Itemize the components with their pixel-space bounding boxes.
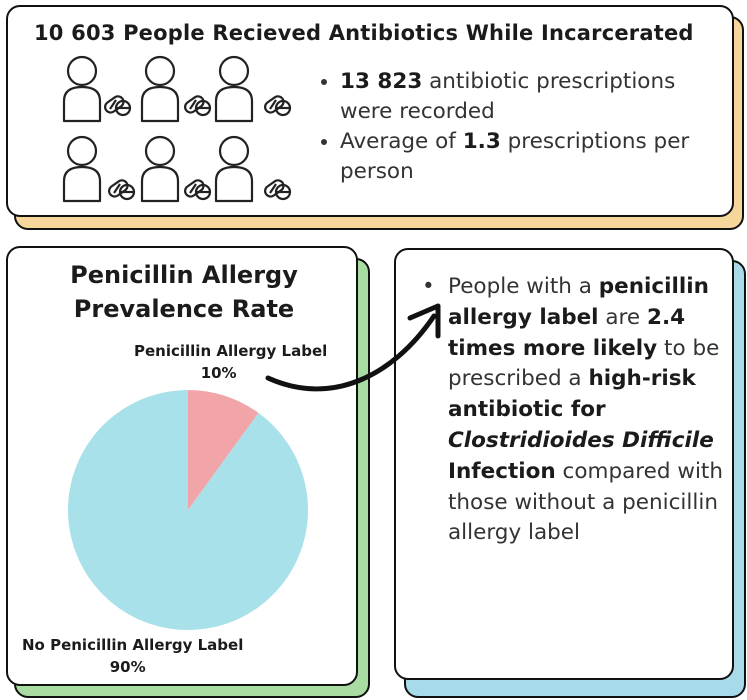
risk-text-segment: Infection [448,458,556,484]
risk-text-segment: Clostridioides Difficile [448,427,714,453]
pill-icon [104,95,132,117]
risk-text-segment: penicillin allergy label [448,274,709,330]
allergy-pie-card: Penicillin Allergy Prevalence Rate Penic… [6,246,358,686]
pill-icon [264,179,292,201]
risk-text-segment: 2.4 times more likely [448,304,686,361]
pie-slice-allergy [188,390,259,510]
risk-text-segment: to be prescribed a [448,335,720,392]
risk-statement-text: People with a penicillin allergy label a… [448,274,723,545]
person-icon [62,135,102,203]
person-icon [62,55,102,123]
pie-title: Penicillin Allergy Prevalence Rate [70,261,298,323]
bullet-dot: • [422,274,435,299]
bullet-average: Average of 1.3 prescriptions per person [340,127,730,187]
person-icon [214,135,254,203]
risk-text-segment: high-risk antibiotic for [448,366,696,423]
person-icon [214,55,254,123]
people-and-pills-illustration [62,55,292,203]
pie-chart [67,390,308,630]
bullet-prescriptions: 13 823 antibiotic prescriptions were rec… [340,67,730,127]
pie-slice-no-allergy [67,390,308,630]
pill-icon [184,179,212,201]
no-allergy-slice-label: No Penicillin Allergy Label 90% [22,636,244,676]
risk-text-segment: compared with those without a penicillin… [448,458,723,546]
allergy-risk-card: • People with a penicillin allergy label… [394,248,734,680]
person-icon [140,55,180,123]
summary-title: 10 603 People Recieved Antibiotics While… [34,21,694,45]
pill-icon [184,95,212,117]
summary-bullets: 13 823 antibiotic prescriptions were rec… [320,67,730,187]
pill-icon [108,179,136,201]
risk-statement: • People with a penicillin allergy label… [422,272,728,549]
person-icon [140,135,180,203]
allergy-slice-label: Penicillin Allergy Label 10% [134,342,328,382]
risk-text-segment: People with a [448,274,599,299]
prescriptions-summary-card: 10 603 People Recieved Antibiotics While… [6,5,734,217]
pill-icon [264,95,292,117]
risk-text-segment: are [598,304,647,330]
